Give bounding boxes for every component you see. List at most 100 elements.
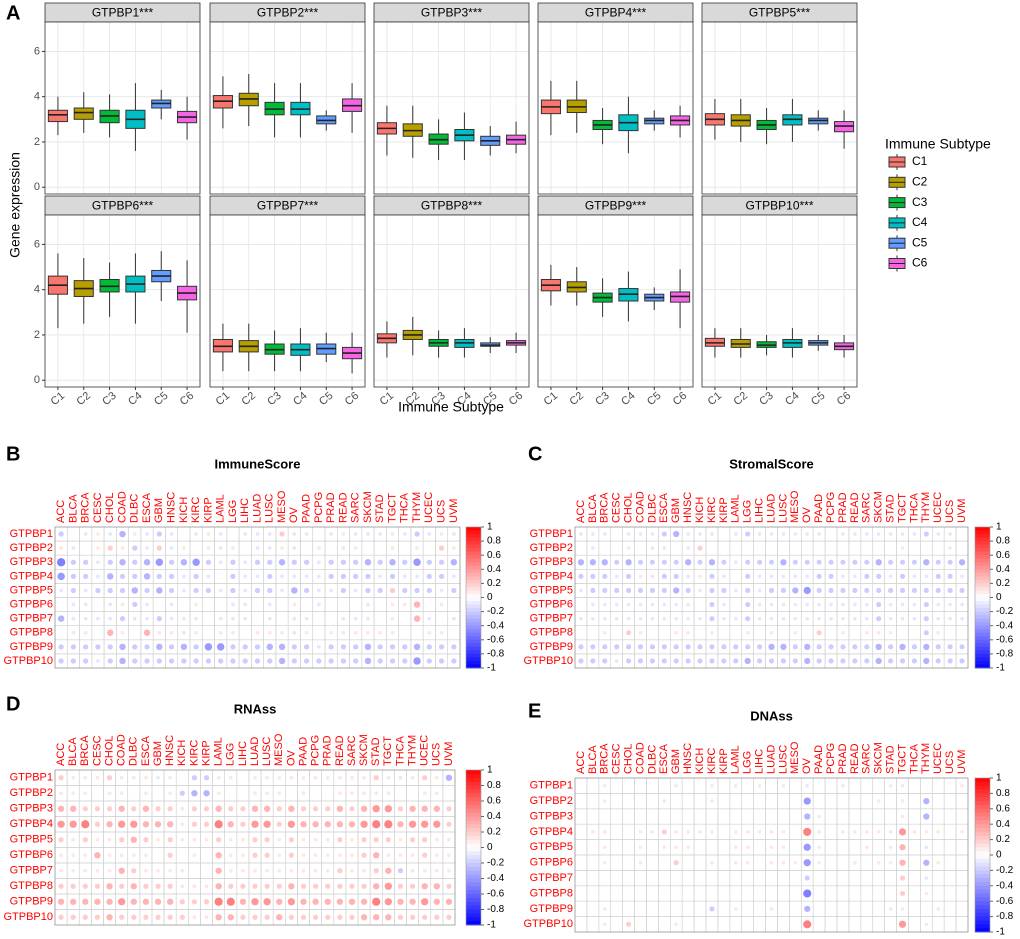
- colorbar-step: [466, 572, 481, 577]
- facet-border: [44, 21, 201, 195]
- corr-circle: [373, 883, 380, 890]
- corr-circle: [167, 914, 173, 920]
- corr-circle: [56, 558, 66, 567]
- corr-circle: [662, 616, 667, 621]
- corr-circle: [243, 616, 248, 621]
- row-label: GTPBP4: [10, 818, 53, 830]
- corr-circle: [328, 644, 334, 650]
- corr-circle: [362, 868, 366, 873]
- corr-circle: [768, 587, 775, 594]
- colorbar-step: [466, 569, 481, 574]
- corr-circle: [120, 602, 125, 607]
- corr-circle: [57, 898, 65, 905]
- corr-circle: [924, 891, 929, 896]
- corr-circle: [180, 884, 185, 889]
- corr-circle: [805, 616, 810, 621]
- corr-circle: [143, 883, 149, 889]
- corr-circle: [686, 574, 690, 579]
- corr-circle: [673, 530, 680, 538]
- corr-circle: [637, 559, 644, 565]
- corr-circle: [372, 820, 381, 829]
- corr-circle: [745, 630, 750, 635]
- corr-circle: [156, 868, 160, 873]
- corr-circle: [168, 868, 172, 873]
- corr-circle: [768, 559, 775, 565]
- corr-circle: [119, 643, 126, 651]
- column-label: SKCM: [362, 491, 374, 523]
- corr-circle: [402, 532, 407, 536]
- corr-circle: [413, 615, 421, 622]
- corr-circle: [840, 658, 846, 664]
- corr-circle: [923, 859, 930, 866]
- corr-circle: [817, 845, 821, 850]
- corr-circle: [377, 559, 383, 565]
- corr-circle: [804, 643, 811, 650]
- corr-circle: [130, 836, 137, 843]
- corr-circle: [793, 602, 798, 607]
- corr-circle: [288, 883, 295, 890]
- colorbar-step: [466, 917, 481, 922]
- corr-circle: [710, 830, 714, 834]
- corr-circle: [364, 643, 372, 651]
- corr-circle: [155, 883, 161, 889]
- corr-circle: [900, 814, 905, 819]
- corr-circle: [301, 868, 306, 873]
- corr-circle: [96, 574, 100, 579]
- corr-circle: [804, 657, 811, 665]
- corr-circle: [721, 587, 727, 594]
- colorbar-step: [466, 874, 481, 879]
- column-label: READ: [849, 743, 861, 774]
- column-label: PCPG: [313, 492, 325, 523]
- corr-circle: [214, 820, 223, 829]
- column-label: UVM: [443, 742, 455, 766]
- corr-circle: [923, 643, 930, 650]
- colorbar-label: 0.4: [487, 564, 501, 575]
- colorbar-step: [466, 820, 481, 825]
- corr-circle: [325, 868, 330, 873]
- corr-circle: [398, 853, 403, 858]
- corr-circle: [255, 630, 260, 635]
- corr-circle: [71, 630, 76, 635]
- corr-circle: [228, 883, 234, 889]
- row-label: GTPBP7: [10, 865, 53, 877]
- corr-circle: [94, 821, 101, 827]
- corr-circle: [828, 658, 834, 664]
- corr-circle: [402, 658, 408, 664]
- corr-circle: [83, 868, 88, 873]
- corr-circle: [192, 853, 197, 858]
- corr-circle: [108, 616, 113, 621]
- corr-circle: [251, 898, 259, 906]
- corr-circle: [803, 797, 811, 805]
- corr-circle: [698, 532, 702, 536]
- corr-circle: [83, 658, 89, 664]
- row-label: GTPBP1: [530, 780, 573, 792]
- corr-circle: [130, 883, 137, 890]
- corr-circle: [876, 616, 882, 622]
- corr-circle: [386, 853, 391, 858]
- corr-circle: [841, 532, 845, 536]
- column-label: OV: [801, 506, 813, 523]
- corr-circle: [805, 574, 810, 579]
- legend-label: C6: [912, 256, 928, 270]
- corr-circle: [426, 658, 432, 664]
- corr-circle: [769, 630, 774, 635]
- corr-circle: [303, 587, 310, 594]
- corr-circle: [317, 602, 321, 607]
- column-label: BRCA: [80, 492, 92, 523]
- corr-circle: [291, 644, 297, 650]
- corr-circle: [300, 806, 307, 812]
- corr-circle: [83, 644, 89, 650]
- corr-circle: [291, 658, 297, 664]
- corr-circle: [402, 644, 408, 650]
- corr-circle: [744, 657, 751, 665]
- corr-circle: [216, 775, 221, 780]
- colorbar-label: -0.8: [487, 904, 505, 915]
- corr-circle: [673, 644, 679, 650]
- corr-circle: [781, 532, 786, 536]
- corr-circle: [132, 601, 138, 608]
- column-label: UCS: [944, 500, 956, 523]
- corr-circle: [218, 630, 223, 635]
- corr-circle: [360, 898, 368, 905]
- corr-circle: [255, 546, 260, 551]
- corr-circle: [638, 630, 643, 635]
